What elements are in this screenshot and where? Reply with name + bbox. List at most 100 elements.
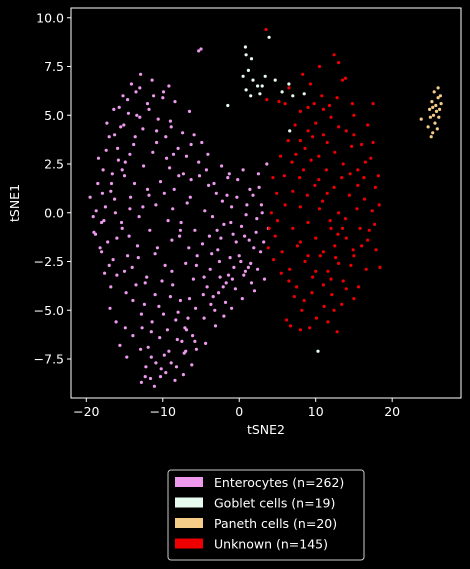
data-point — [349, 263, 353, 267]
y-tick-label: −2.5 — [34, 254, 64, 269]
data-point — [320, 94, 324, 98]
data-point — [153, 252, 157, 256]
data-point — [347, 193, 351, 197]
data-point — [235, 195, 239, 199]
data-point — [287, 279, 291, 283]
data-point — [184, 349, 188, 353]
data-point — [184, 154, 189, 158]
data-point — [232, 265, 236, 269]
data-point — [116, 158, 120, 162]
data-point — [438, 107, 442, 111]
data-point — [328, 219, 332, 223]
data-point — [147, 107, 151, 111]
data-point — [168, 119, 172, 123]
data-point — [192, 133, 196, 137]
data-point — [143, 281, 147, 285]
data-point — [175, 337, 179, 342]
data-point — [428, 107, 432, 111]
data-point — [245, 203, 249, 207]
data-point — [254, 230, 258, 234]
data-point — [278, 154, 283, 158]
data-point — [239, 224, 244, 228]
data-point — [267, 35, 271, 39]
data-point — [249, 57, 254, 61]
data-point — [122, 269, 127, 273]
data-point — [103, 271, 107, 275]
data-point — [433, 121, 437, 125]
data-point — [291, 226, 295, 230]
data-point — [243, 234, 247, 238]
y-tick-label: −7.5 — [34, 352, 64, 367]
points-layer — [88, 27, 443, 388]
data-point — [356, 168, 360, 172]
data-point — [280, 90, 284, 94]
data-point — [210, 252, 214, 256]
data-point — [434, 109, 439, 113]
data-point — [217, 291, 221, 295]
data-point — [275, 219, 280, 223]
data-point — [291, 94, 295, 98]
data-point — [264, 27, 268, 32]
data-point — [122, 123, 126, 127]
y-tick-label: 7.5 — [44, 59, 64, 74]
data-point — [431, 105, 435, 109]
data-point — [168, 166, 172, 170]
data-point — [88, 195, 92, 199]
data-point — [126, 254, 130, 258]
data-point — [172, 187, 176, 191]
data-point — [348, 172, 352, 176]
data-point — [224, 281, 228, 285]
data-point — [166, 219, 170, 223]
data-point — [189, 142, 193, 147]
data-point — [436, 96, 440, 100]
data-point — [205, 285, 209, 289]
data-point — [135, 244, 140, 248]
data-point — [337, 211, 341, 215]
data-point — [286, 139, 290, 143]
data-point — [356, 285, 361, 289]
data-point — [102, 219, 106, 223]
legend-label: Enterocytes (n=262) — [214, 475, 344, 490]
data-point — [230, 306, 234, 310]
data-point — [220, 164, 224, 168]
data-point — [244, 53, 248, 57]
data-point — [259, 203, 263, 207]
data-point — [226, 273, 231, 277]
series-0 — [88, 47, 270, 388]
data-point — [333, 244, 337, 248]
data-point — [109, 285, 113, 289]
data-point — [160, 279, 164, 283]
data-point — [256, 267, 260, 271]
data-point — [303, 259, 307, 264]
data-point — [352, 297, 356, 301]
data-point — [321, 199, 325, 203]
data-point — [298, 205, 302, 209]
x-tick-label: −10 — [150, 404, 176, 419]
data-point — [360, 244, 364, 248]
data-point — [213, 324, 218, 328]
data-point — [150, 78, 154, 82]
data-point — [340, 176, 344, 180]
data-point — [181, 131, 185, 135]
data-point — [260, 84, 264, 88]
data-point — [295, 244, 299, 248]
data-point — [103, 205, 107, 209]
data-point — [187, 109, 192, 113]
data-point — [209, 302, 213, 306]
legend-swatch — [175, 518, 203, 528]
data-point — [173, 378, 177, 382]
data-point — [306, 129, 310, 133]
data-point — [244, 213, 248, 217]
data-point — [131, 334, 135, 338]
data-point — [162, 191, 166, 195]
data-point — [352, 254, 356, 258]
data-point — [317, 178, 321, 182]
data-point — [101, 168, 105, 172]
data-point — [269, 211, 273, 215]
data-point — [298, 176, 302, 180]
data-point — [115, 236, 119, 240]
data-point — [256, 84, 260, 88]
data-point — [343, 217, 348, 221]
data-point — [377, 203, 381, 207]
data-point — [300, 308, 304, 312]
